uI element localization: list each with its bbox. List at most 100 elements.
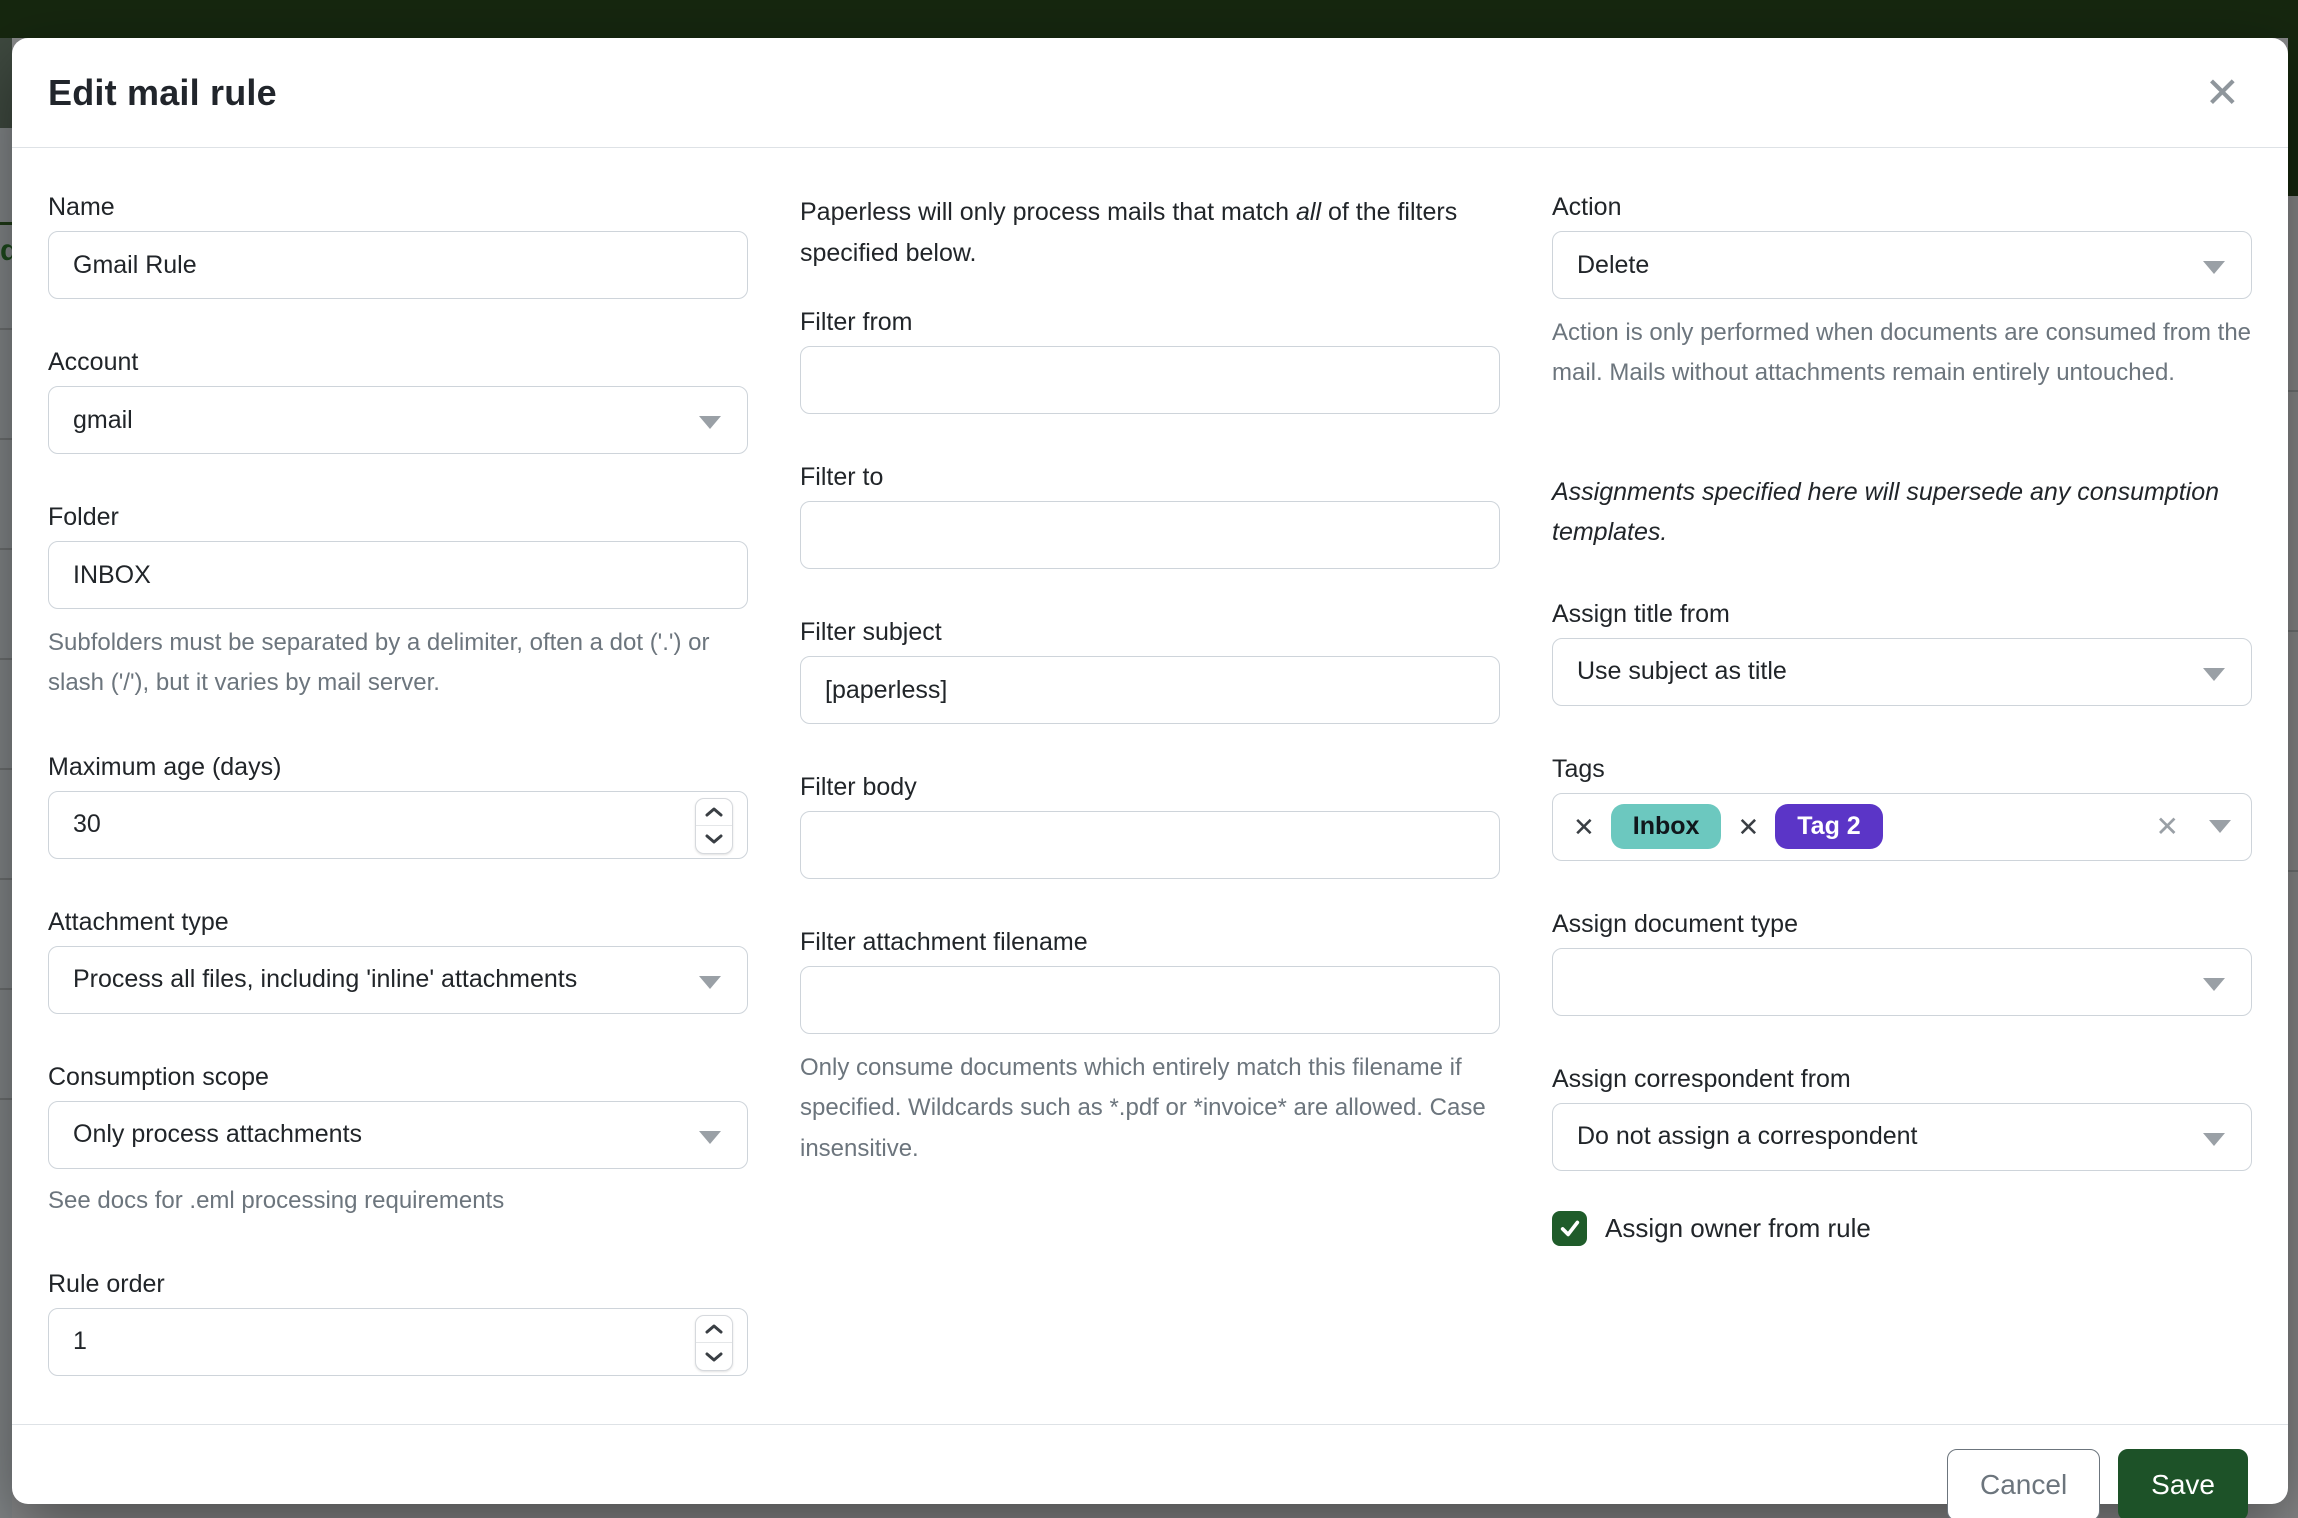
tag-remove-icon[interactable]: ✕ (1573, 811, 1595, 842)
correspondent-select[interactable]: Do not assign a correspondent (1552, 1102, 2252, 1171)
chevron-down-icon (2203, 1132, 2225, 1146)
attachment-type-label: Attachment type (48, 907, 229, 936)
assign-title-field-group: Assign title from Use subject as title (1552, 599, 2252, 706)
filter-to-field-group: Filter to (800, 462, 1500, 569)
filter-to-input[interactable] (801, 502, 1499, 568)
dialog-footer: Cancel Save (12, 1423, 2288, 1518)
stepper-up-icon[interactable] (696, 1316, 732, 1343)
number-stepper (695, 1314, 733, 1371)
action-field-group: Action Delete Action is only performed w… (1552, 192, 2252, 394)
folder-input[interactable] (49, 542, 747, 608)
tags-field-group: Tags ✕ Inbox ✕ Tag 2 ✕ (1552, 754, 2252, 861)
close-icon[interactable]: ✕ (2197, 68, 2248, 118)
edit-mail-rule-dialog: Edit mail rule ✕ Name Account gmail Fold… (12, 38, 2288, 1518)
assign-owner-label: Assign owner from rule (1605, 1212, 1871, 1243)
tags-label: Tags (1552, 754, 1605, 783)
backdrop-decoration (2288, 0, 2298, 196)
action-label: Action (1552, 193, 1622, 221)
dialog-title: Edit mail rule (48, 71, 277, 113)
filters-intro-text: Paperless will only process mails that m… (800, 198, 1458, 267)
assign-title-label: Assign title from (1552, 599, 1730, 628)
document-type-select[interactable] (1552, 947, 2252, 1016)
stepper-down-icon[interactable] (696, 825, 732, 853)
action-help-text: Action is only performed when documents … (1552, 319, 2252, 387)
filter-filename-input[interactable] (801, 967, 1499, 1033)
consumption-scope-field-group: Consumption scope Only process attachmen… (48, 1062, 748, 1221)
action-selected-value: Delete (1577, 250, 1650, 279)
stepper-up-icon[interactable] (696, 799, 732, 826)
assign-owner-checkbox[interactable] (1552, 1210, 1587, 1246)
attachment-type-selected-value: Process all files, including 'inline' at… (73, 965, 578, 994)
tag-pill-inbox: Inbox (1610, 804, 1722, 849)
filter-filename-help-text: Only consume documents which entirely ma… (800, 1054, 1486, 1162)
name-input[interactable] (49, 232, 747, 298)
assign-title-select[interactable]: Use subject as title (1552, 637, 2252, 706)
correspondent-selected-value: Do not assign a correspondent (1577, 1122, 1918, 1151)
name-label: Name (48, 193, 115, 221)
filter-filename-label: Filter attachment filename (800, 928, 1088, 956)
dialog-body: Name Account gmail Folder Subfolders mus… (12, 148, 2288, 1424)
folder-label: Folder (48, 503, 119, 531)
chevron-down-icon (2203, 261, 2225, 274)
account-field-group: Account gmail (48, 347, 748, 454)
max-age-label: Maximum age (days) (48, 752, 282, 781)
assignments-note-text: Assignments specified here will supersed… (1552, 477, 2220, 547)
column-general: Name Account gmail Folder Subfolders mus… (48, 192, 748, 1424)
checkmark-icon (1560, 1220, 1579, 1237)
tags-clear-icon[interactable]: ✕ (2155, 810, 2179, 842)
rule-order-input[interactable] (49, 1308, 747, 1375)
save-button[interactable]: Save (2118, 1449, 2248, 1518)
chevron-down-icon (2203, 667, 2225, 681)
correspondent-field-group: Assign correspondent from Do not assign … (1552, 1064, 2252, 1171)
filter-from-label: Filter from (800, 308, 913, 336)
intro-emphasis: all (1296, 198, 1322, 226)
account-selected-value: gmail (73, 405, 133, 434)
tag-remove-icon[interactable]: ✕ (1737, 811, 1760, 842)
backdrop-right-sliver (2288, 0, 2298, 1518)
filter-to-label: Filter to (800, 463, 884, 491)
filter-from-input[interactable] (801, 347, 1499, 413)
action-select[interactable]: Delete (1552, 231, 2252, 299)
column-filters: Paperless will only process mails that m… (800, 192, 1500, 1424)
consumption-scope-select[interactable]: Only process attachments (48, 1100, 748, 1169)
backdrop-decoration (0, 38, 12, 128)
stepper-down-icon[interactable] (696, 1342, 732, 1370)
chevron-down-icon (699, 975, 721, 989)
cancel-button[interactable]: Cancel (1947, 1449, 2101, 1518)
max-age-input[interactable] (49, 791, 747, 858)
consumption-scope-label: Consumption scope (48, 1062, 269, 1091)
assign-title-selected-value: Use subject as title (1577, 657, 1787, 686)
chevron-down-icon (699, 1130, 721, 1144)
max-age-field-group: Maximum age (days) (48, 752, 748, 859)
name-field-group: Name (48, 192, 748, 299)
filter-subject-label: Filter subject (800, 618, 942, 646)
filter-body-label: Filter body (800, 773, 917, 801)
filter-body-field-group: Filter body (800, 772, 1500, 879)
filter-filename-field-group: Filter attachment filename Only consume … (800, 927, 1500, 1169)
filter-subject-input[interactable] (801, 657, 1499, 723)
attachment-type-select[interactable]: Process all files, including 'inline' at… (48, 945, 748, 1014)
folder-field-group: Folder Subfolders must be separated by a… (48, 502, 748, 704)
consumption-scope-help-text: See docs for .eml processing requirement… (48, 1186, 505, 1214)
assign-owner-row: Assign owner from rule (1552, 1210, 2252, 1246)
filter-from-field-group: Filter from (800, 307, 1500, 414)
chevron-down-icon (2203, 977, 2225, 991)
backdrop-left-sliver: d (0, 38, 18, 1518)
account-label: Account (48, 348, 139, 376)
document-type-field-group: Assign document type (1552, 909, 2252, 1016)
consumption-scope-selected-value: Only process attachments (73, 1120, 363, 1149)
folder-help-text: Subfolders must be separated by a delimi… (48, 629, 710, 697)
rule-order-label: Rule order (48, 1269, 165, 1298)
tags-multiselect[interactable]: ✕ Inbox ✕ Tag 2 ✕ (1552, 792, 2252, 861)
rule-order-field-group: Rule order (48, 1269, 748, 1376)
correspondent-label: Assign correspondent from (1552, 1064, 1851, 1093)
chevron-down-icon (2209, 820, 2231, 834)
tag-pill-tag2: Tag 2 (1775, 804, 1883, 849)
account-select[interactable]: gmail (48, 386, 748, 454)
dialog-header: Edit mail rule ✕ (12, 38, 2288, 148)
chevron-down-icon (699, 416, 721, 429)
attachment-type-field-group: Attachment type Process all files, inclu… (48, 907, 748, 1014)
number-stepper (695, 797, 733, 854)
app-navbar-dimmed (0, 0, 2298, 38)
filter-body-input[interactable] (801, 812, 1499, 878)
